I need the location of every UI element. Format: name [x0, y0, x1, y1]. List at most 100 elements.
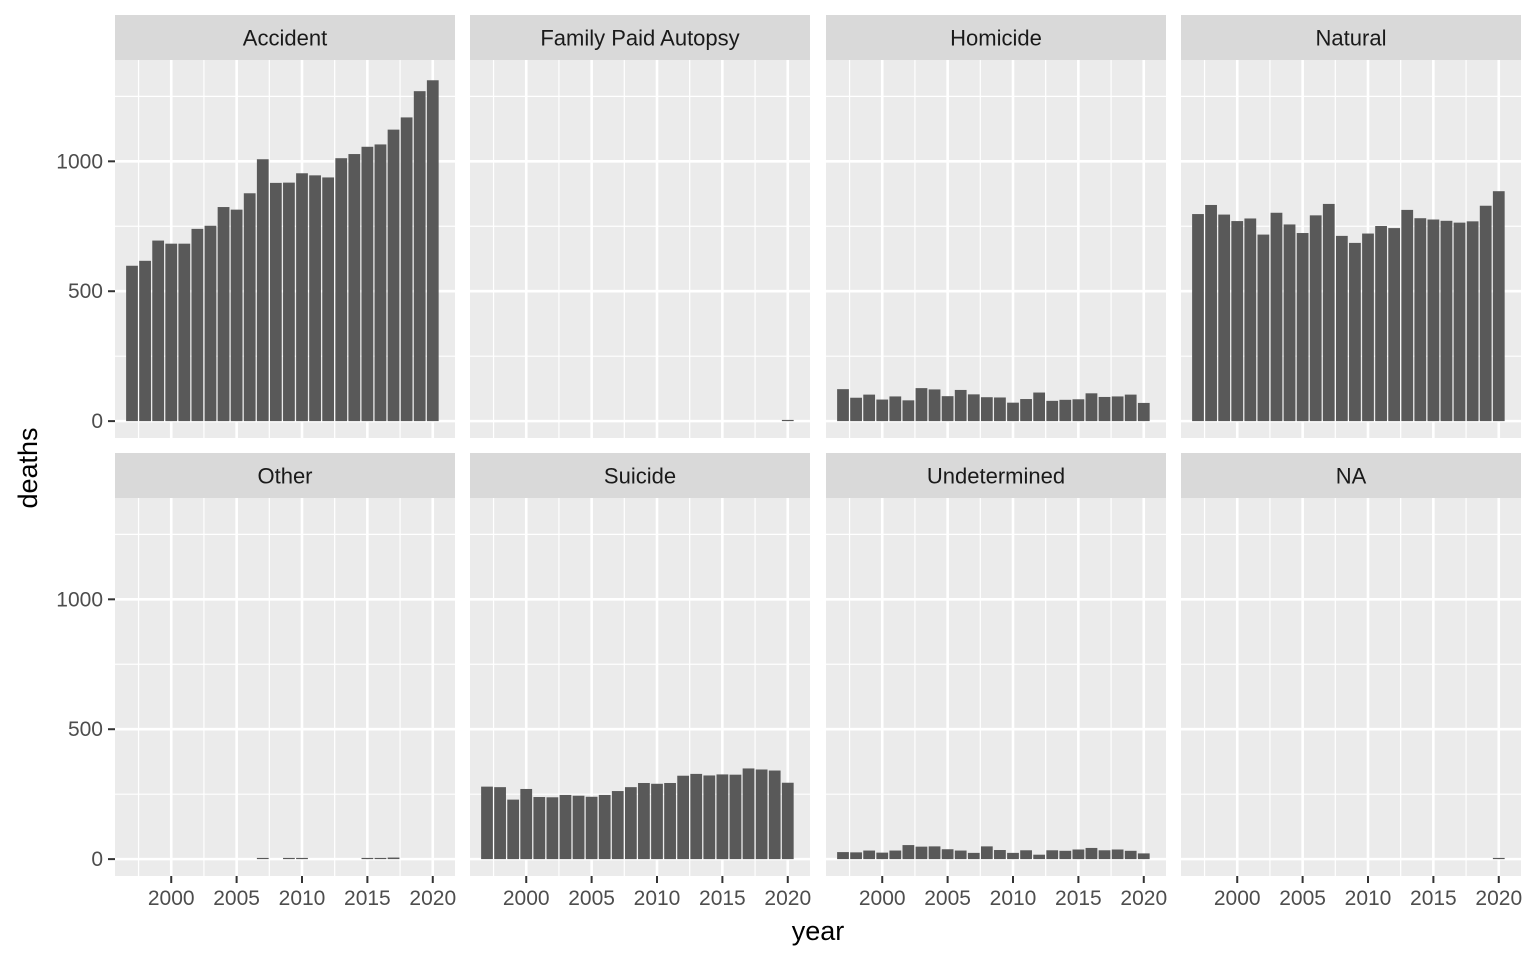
- bar-suicide-1997: [481, 786, 493, 860]
- x-tick-label: 2020: [1120, 887, 1167, 910]
- bar-accident-1998: [139, 260, 151, 422]
- panel-background: [1181, 498, 1521, 876]
- bar-homicide-2019: [1124, 394, 1137, 422]
- facet-strip-label: Other: [257, 464, 312, 489]
- x-tick-label: 2000: [148, 887, 195, 910]
- bar-suicide-2003: [559, 794, 572, 860]
- panel-background: [470, 60, 810, 438]
- bar-accident-1997: [126, 265, 138, 422]
- bar-natural-1999: [1218, 214, 1231, 422]
- bar-natural-2002: [1257, 234, 1270, 422]
- bar-other-2009: [283, 857, 295, 860]
- bar-homicide-2003: [915, 388, 928, 422]
- facet-panel-suicide: Suicide: [470, 453, 810, 876]
- facet-strip: [470, 15, 810, 60]
- x-tick-label: 2005: [1279, 887, 1326, 910]
- facet-strip-label: Suicide: [604, 464, 676, 489]
- facet-strip: [1181, 15, 1521, 60]
- bar-natural-2016: [1440, 220, 1453, 422]
- bar-homicide-2013: [1046, 400, 1059, 422]
- facet-panel-family-paid-autopsy: Family Paid Autopsy: [470, 15, 810, 438]
- bar-family-paid-autopsy-2020: [781, 419, 794, 422]
- bar-homicide-2010: [1007, 402, 1019, 422]
- bar-suicide-1998: [494, 787, 506, 860]
- bar-accident-2017: [387, 129, 400, 422]
- bar-other-2010: [296, 857, 308, 860]
- bar-natural-1998: [1205, 204, 1217, 422]
- bar-undetermined-2004: [928, 846, 941, 860]
- bar-natural-2001: [1244, 218, 1257, 422]
- bar-homicide-2011: [1020, 399, 1032, 422]
- axes: 0 500 1000 0 500 1000 2000 2005 2010 2015 2020 2000…: [56, 150, 1522, 910]
- panel-background: [115, 498, 455, 876]
- facet-strip-label: Accident: [243, 26, 327, 51]
- bar-other-2016: [374, 857, 387, 860]
- bar-accident-2006: [243, 193, 256, 422]
- y-axis-title: deaths: [13, 427, 43, 508]
- bar-accident-2001: [178, 243, 191, 422]
- bar-accident-2014: [348, 154, 361, 422]
- bar-homicide-2000: [876, 399, 889, 422]
- bar-homicide-2018: [1111, 396, 1124, 422]
- bar-homicide-2002: [902, 400, 915, 422]
- bar-homicide-2014: [1059, 399, 1072, 422]
- bar-undetermined-2006: [954, 850, 967, 860]
- facet-strip: [826, 15, 1166, 60]
- bar-homicide-1997: [837, 389, 849, 422]
- bar-suicide-2010: [651, 783, 663, 860]
- bar-accident-2000: [165, 243, 178, 422]
- bar-natural-2013: [1401, 209, 1414, 422]
- facet-strip-label: Undetermined: [927, 464, 1065, 489]
- bar-homicide-2009: [994, 397, 1006, 422]
- bar-undetermined-2017: [1098, 850, 1111, 860]
- x-tick-label: 2000: [859, 887, 906, 910]
- bar-natural-2003: [1270, 212, 1283, 422]
- facet-panel-homicide: Homicide: [826, 15, 1166, 438]
- bar-natural-2004: [1283, 224, 1296, 422]
- x-tick-label: 2010: [990, 887, 1037, 910]
- bar-natural-2014: [1414, 218, 1427, 422]
- bar-natural-2010: [1362, 233, 1374, 422]
- facet-panel-other: Other: [115, 453, 455, 876]
- bar-homicide-2007: [967, 394, 980, 422]
- bar-undetermined-2019: [1124, 850, 1137, 860]
- bar-undetermined-2014: [1059, 850, 1072, 860]
- bar-accident-2004: [217, 207, 230, 422]
- bar-na-2020: [1492, 857, 1505, 860]
- bar-suicide-2015: [716, 774, 729, 860]
- x-tick-label: 2020: [764, 887, 811, 910]
- bar-natural-2017: [1453, 222, 1466, 422]
- bar-suicide-2013: [690, 773, 703, 860]
- bar-natural-2018: [1466, 221, 1479, 422]
- bar-natural-2020: [1492, 191, 1505, 422]
- facet-strip-label: Family Paid Autopsy: [540, 26, 739, 51]
- facet-strip: [470, 453, 810, 498]
- bar-undetermined-2009: [994, 850, 1006, 860]
- bar-undetermined-2013: [1046, 850, 1059, 860]
- x-tick-label: 2020: [1475, 887, 1522, 910]
- facet-strip-label: NA: [1336, 464, 1367, 489]
- y-tick-label: 1000: [56, 150, 103, 173]
- bar-undetermined-2007: [967, 852, 980, 860]
- bar-suicide-2007: [611, 791, 624, 860]
- bar-suicide-2011: [664, 782, 676, 860]
- bar-homicide-1998: [850, 397, 862, 422]
- bar-natural-2019: [1479, 205, 1492, 422]
- bar-natural-2007: [1322, 203, 1335, 422]
- y-tick-label: 0: [91, 410, 103, 433]
- x-axis-title: year: [792, 916, 845, 946]
- x-tick-label: 2015: [699, 887, 746, 910]
- bar-natural-2009: [1349, 242, 1361, 422]
- x-tick-label: 2005: [924, 887, 971, 910]
- bar-homicide-2001: [889, 396, 902, 422]
- bar-other-2015: [361, 857, 374, 860]
- x-tick-label: 2010: [1345, 887, 1392, 910]
- facet-panel-accident: Accident: [115, 15, 455, 438]
- facet-strip-label: Homicide: [950, 26, 1042, 51]
- panel-background: [826, 60, 1166, 438]
- bar-undetermined-2005: [941, 849, 954, 860]
- bar-suicide-2002: [546, 797, 559, 860]
- facet-strip: [826, 453, 1166, 498]
- facet-panels: Accident Family Paid Autopsy Homicide Natur…: [115, 15, 1521, 876]
